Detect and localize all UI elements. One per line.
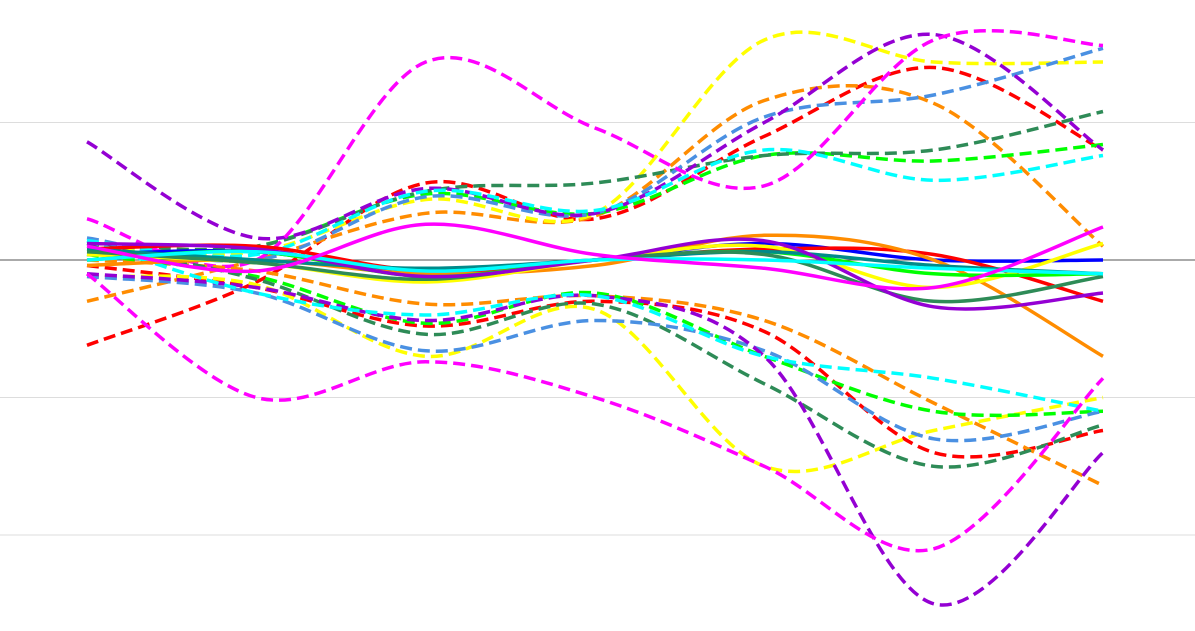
series-line-21 — [86, 274, 1104, 474]
series-line-10 — [86, 65, 1104, 347]
series-line-18 — [86, 28, 1104, 269]
series-line-15 — [86, 46, 1104, 263]
series-line-12 — [86, 30, 1104, 257]
series-line-17 — [86, 147, 1104, 259]
series-line-24 — [86, 274, 1104, 443]
series-layer — [85, 28, 1105, 607]
series-line-13 — [86, 142, 1104, 255]
grid-layer — [0, 122, 1195, 536]
series-line-16 — [86, 32, 1104, 241]
series-line-23 — [86, 241, 1104, 469]
series-line-22 — [86, 252, 1104, 418]
series-line-27 — [85, 272, 1105, 553]
series-line-9 — [86, 222, 1104, 291]
series-line-25 — [86, 272, 1105, 607]
series-line-26 — [86, 239, 1104, 414]
series-line-8 — [86, 249, 1104, 276]
series-line-20 — [86, 258, 1104, 488]
